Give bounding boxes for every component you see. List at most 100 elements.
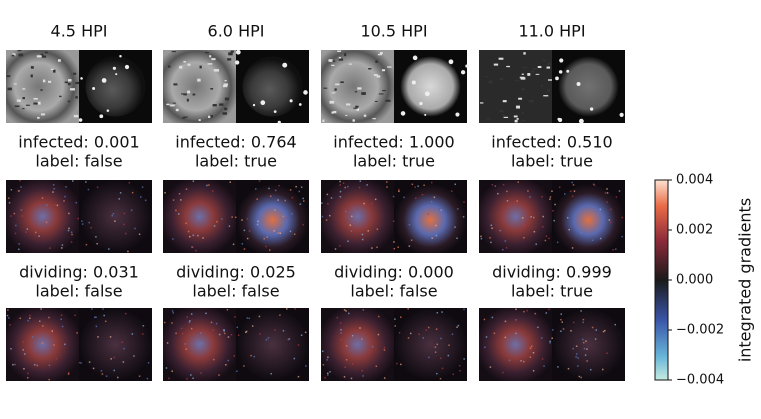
speck xyxy=(61,247,63,249)
speck xyxy=(540,337,543,339)
speck xyxy=(592,183,595,186)
speck xyxy=(241,219,243,221)
speck xyxy=(61,325,64,328)
texture xyxy=(498,57,504,60)
speck xyxy=(96,242,98,245)
spot xyxy=(448,59,454,65)
texture xyxy=(520,77,526,80)
texture xyxy=(230,50,234,53)
texture xyxy=(337,50,342,52)
speck xyxy=(549,342,551,344)
speck xyxy=(593,184,596,186)
speck xyxy=(371,345,374,348)
colorbar-tick-label: 0.004 xyxy=(676,173,713,188)
speck xyxy=(569,190,572,193)
speck xyxy=(26,377,29,379)
speck xyxy=(599,208,602,211)
speck xyxy=(362,375,364,377)
speck xyxy=(321,202,323,204)
speck xyxy=(339,245,341,247)
speck xyxy=(439,357,442,359)
speck xyxy=(128,182,131,184)
spot xyxy=(119,54,122,58)
texture xyxy=(543,95,549,97)
speck xyxy=(344,366,346,368)
speck xyxy=(502,248,504,251)
speck xyxy=(91,308,93,310)
speck xyxy=(394,325,396,327)
spot xyxy=(112,66,116,70)
texture xyxy=(227,58,232,61)
texture xyxy=(516,118,519,120)
speck xyxy=(236,370,238,372)
speck xyxy=(64,195,66,198)
speck xyxy=(208,184,210,186)
speck xyxy=(386,186,388,188)
speck xyxy=(541,196,543,198)
texture xyxy=(537,66,542,69)
texture xyxy=(14,105,20,108)
spot xyxy=(558,117,563,122)
speck xyxy=(436,343,439,346)
attribution-right xyxy=(552,308,625,381)
speck xyxy=(343,376,346,378)
speck xyxy=(489,366,492,368)
speck xyxy=(347,240,349,243)
speck xyxy=(334,248,337,250)
texture xyxy=(542,59,547,62)
speck xyxy=(458,364,461,367)
texture xyxy=(22,97,25,100)
speck xyxy=(491,316,494,319)
attribution-right xyxy=(236,308,309,381)
texture xyxy=(513,115,518,118)
speck xyxy=(532,352,535,354)
texture xyxy=(338,56,341,60)
speck xyxy=(599,237,602,240)
texture xyxy=(322,119,325,123)
texture xyxy=(353,107,358,109)
speck xyxy=(618,190,621,192)
speck xyxy=(302,223,304,226)
speck xyxy=(42,325,44,327)
speck xyxy=(343,309,346,311)
speck xyxy=(572,321,575,324)
texture xyxy=(488,80,493,84)
speck xyxy=(325,219,328,221)
texture xyxy=(182,117,186,119)
speck xyxy=(101,373,104,375)
speck xyxy=(573,190,576,192)
speck xyxy=(454,226,456,228)
speck xyxy=(7,309,9,311)
speck xyxy=(35,231,37,234)
infected-score: infected: 1.000 xyxy=(333,133,454,152)
speck xyxy=(10,348,12,350)
speck xyxy=(520,360,522,362)
attribution-right xyxy=(552,180,625,253)
speck xyxy=(521,217,524,219)
speck xyxy=(177,213,180,215)
speck xyxy=(111,214,113,217)
texture xyxy=(213,69,219,72)
speck xyxy=(29,314,31,317)
speck xyxy=(409,332,412,335)
speck xyxy=(234,316,236,318)
texture xyxy=(332,60,336,62)
attribution-left xyxy=(163,308,236,381)
speck xyxy=(227,336,230,338)
speck xyxy=(274,209,276,211)
texture xyxy=(33,98,38,100)
texture xyxy=(53,69,56,73)
speck xyxy=(76,332,78,334)
speck xyxy=(480,235,482,238)
colorbar-label: integrated gradients xyxy=(736,198,755,362)
texture xyxy=(42,79,46,83)
speck xyxy=(371,202,373,205)
speck xyxy=(284,199,287,202)
texture xyxy=(546,66,551,69)
speck xyxy=(358,186,361,189)
speck xyxy=(113,369,115,372)
speck xyxy=(457,208,459,210)
speck xyxy=(339,195,342,198)
speck xyxy=(102,308,104,310)
speck xyxy=(180,199,182,201)
